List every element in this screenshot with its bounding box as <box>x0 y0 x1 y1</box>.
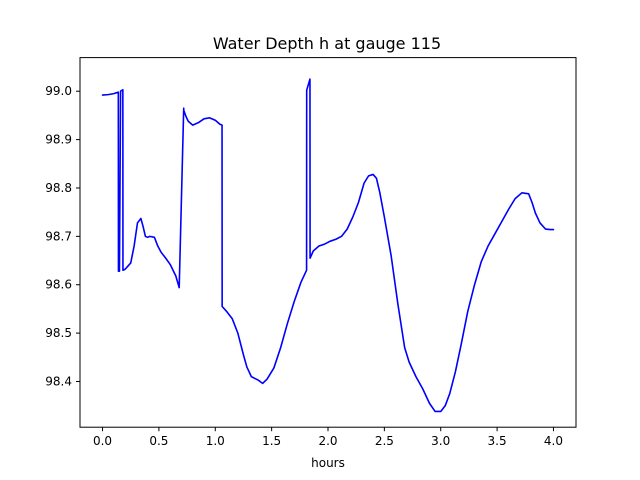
x-tick-label: 3.0 <box>431 434 450 448</box>
y-tick-label: 98.6 <box>45 278 72 292</box>
x-tick-label: 1.0 <box>206 434 225 448</box>
chart-title: Water Depth h at gauge 115 <box>213 34 441 53</box>
y-tick-label: 99.0 <box>45 84 72 98</box>
x-tick-label: 3.5 <box>488 434 507 448</box>
y-tick-label: 98.5 <box>45 326 72 340</box>
x-tick-label: 0.0 <box>93 434 112 448</box>
x-tick-label: 2.5 <box>375 434 394 448</box>
x-tick-label: 2.0 <box>318 434 337 448</box>
x-tick-label: 0.5 <box>149 434 168 448</box>
x-axis-label: hours <box>311 456 345 470</box>
plot-area <box>79 57 577 428</box>
x-axis: 0.0 0.5 1.0 1.5 2.0 2.5 3.0 3.5 4.0 <box>93 427 563 448</box>
y-tick-label: 98.4 <box>45 374 72 388</box>
y-tick-label: 98.9 <box>45 133 72 147</box>
y-tick-label: 98.8 <box>45 181 72 195</box>
series-layer <box>101 78 555 413</box>
y-tick-label: 98.7 <box>45 229 72 243</box>
x-tick-label: 1.5 <box>262 434 281 448</box>
y-axis: 98.4 98.5 98.6 98.7 98.8 98.9 99.0 <box>45 84 80 388</box>
x-tick-label: 4.0 <box>544 434 563 448</box>
series-line <box>101 78 555 413</box>
